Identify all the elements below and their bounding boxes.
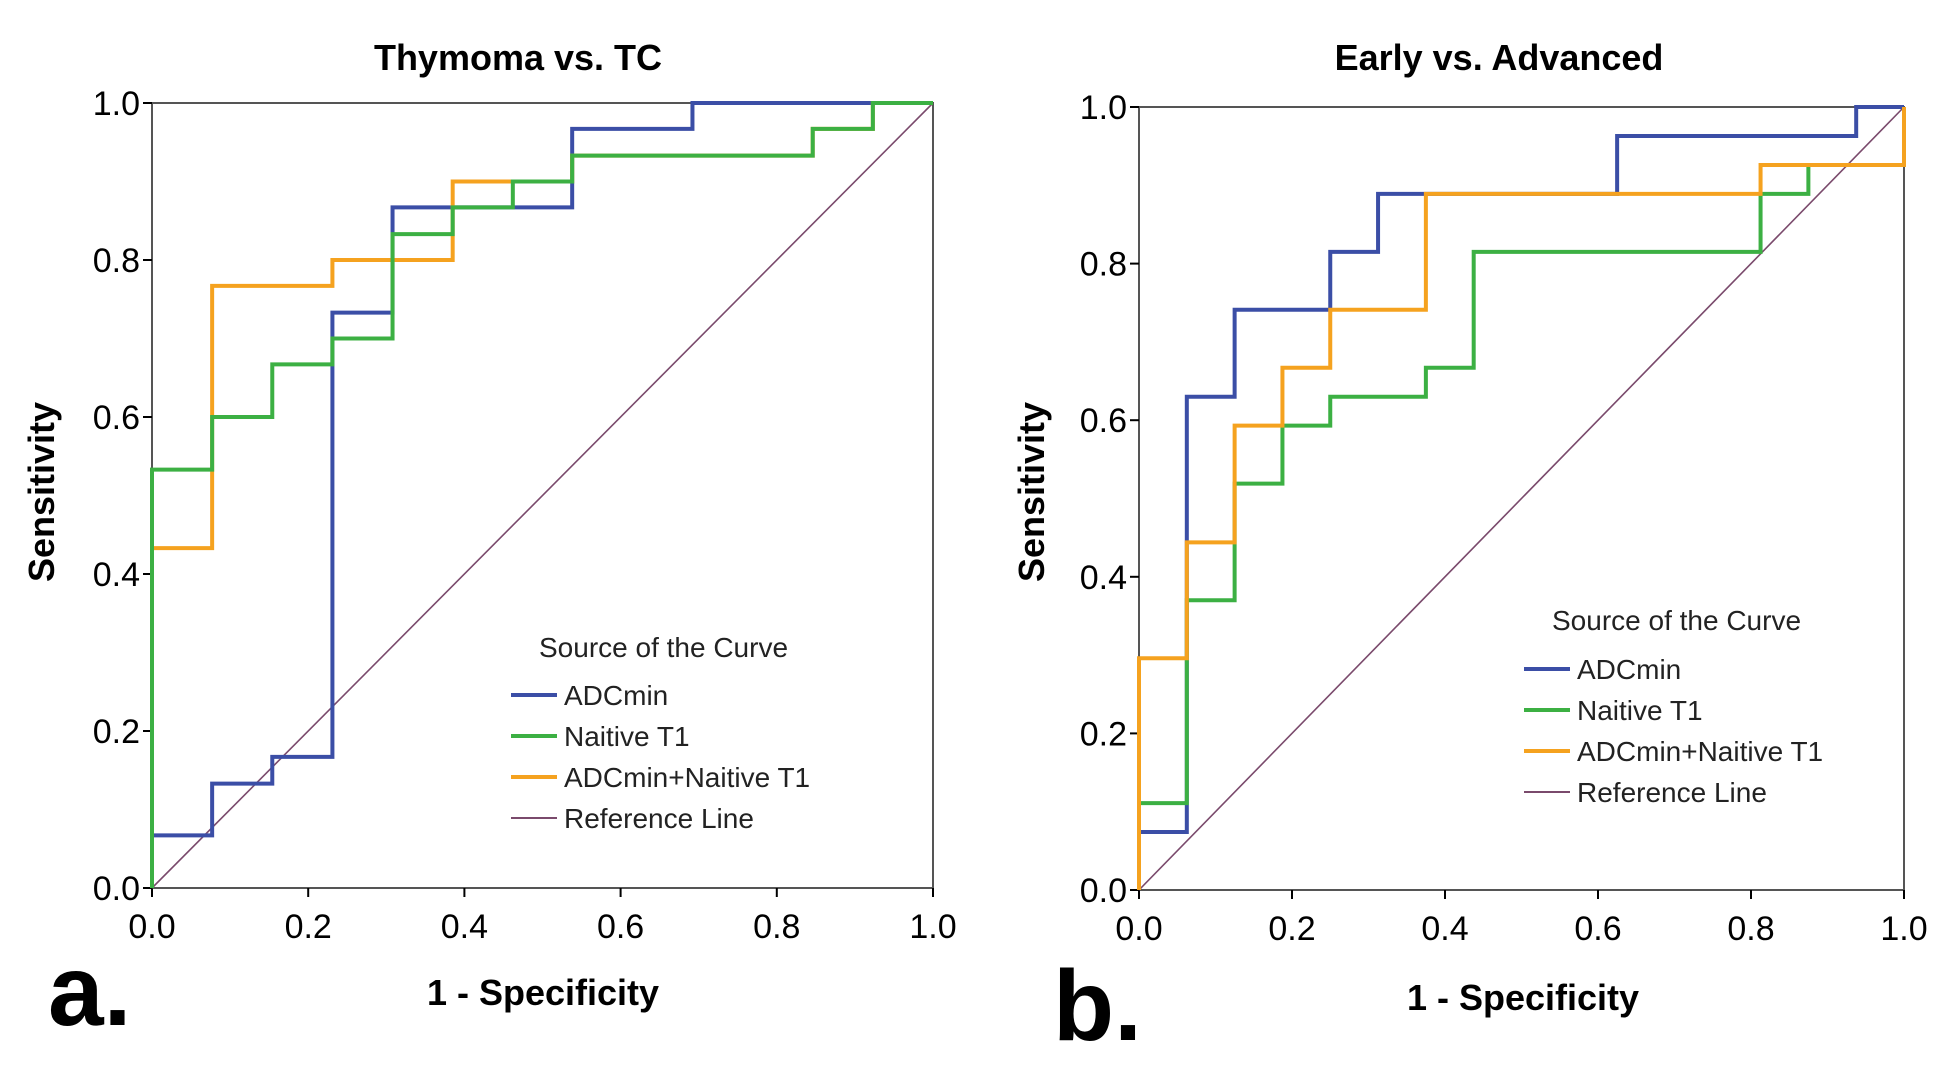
y-tick-label: 0.6 <box>93 399 140 437</box>
legend-item-label: Reference Line <box>564 803 754 834</box>
x-tick-label: 0.0 <box>128 908 175 946</box>
y-tick-label: 0.0 <box>1080 872 1127 910</box>
y-tick-label: 0.8 <box>93 242 140 280</box>
legend-item-label: Naitive T1 <box>1577 695 1703 726</box>
plot-frame <box>1138 106 1905 891</box>
legend-item-label: Reference Line <box>1577 777 1767 808</box>
legend-title: Source of the Curve <box>1552 605 1801 636</box>
y-axis-label: Sensitivity <box>1011 402 1052 582</box>
x-tick-label: 1.0 <box>1880 910 1927 948</box>
y-tick-label: 1.0 <box>93 85 140 123</box>
chart-title: Early vs. Advanced <box>1335 37 1664 78</box>
x-axis-label: 1 - Specificity <box>1407 977 1639 1018</box>
x-tick-label: 1.0 <box>909 908 956 946</box>
legend: Source of the Curve ADCmin Naitive T1 ADCmi… <box>1524 605 1823 808</box>
y-tick-label: 0.6 <box>1080 402 1127 440</box>
series-line-reference-line <box>1138 106 1905 891</box>
y-axis-label: Sensitivity <box>21 402 62 582</box>
y-tick-label: 0.2 <box>1080 715 1127 753</box>
x-tick-label: 0.4 <box>1421 910 1468 948</box>
series-line-adcmin-naitive-t1 <box>1137 107 1906 890</box>
series-line-reference-line <box>151 102 934 889</box>
series-line-adcmin <box>150 101 933 888</box>
y-tick-label: 0.2 <box>93 713 140 751</box>
legend-item-label: ADCmin+Naitive T1 <box>564 762 810 793</box>
y-tick-label: 1.0 <box>1080 89 1127 127</box>
y-tick-label: 0.4 <box>93 556 140 594</box>
y-tick-label: 0.0 <box>93 870 140 908</box>
legend-item-label: ADCmin <box>1577 654 1681 685</box>
chart-panel-a: Thymoma vs. TC 0.0 0.2 0.4 0.6 0.8 1.0 0.0 0.2 0.… <box>21 37 957 1047</box>
legend: Source of the Curve ADCmin Naitive T1 ADCmi… <box>511 632 810 834</box>
y-tick-label: 0.8 <box>1080 246 1127 284</box>
x-tick-label: 0.0 <box>1115 910 1162 948</box>
x-axis-label: 1 - Specificity <box>427 972 659 1013</box>
x-tick-label: 0.8 <box>753 908 800 946</box>
legend-title: Source of the Curve <box>539 632 788 663</box>
x-tick-label: 0.6 <box>1574 910 1621 948</box>
y-tick-label: 0.4 <box>1080 559 1127 597</box>
x-tick-label: 0.2 <box>285 908 332 946</box>
x-tick-label: 0.6 <box>597 908 644 946</box>
series-line-naitive-t1 <box>1137 107 1906 890</box>
chart-panel-b: Early vs. Advanced 0.0 0.2 0.4 0.6 0.8 1.0 0.0 0… <box>1011 37 1928 1062</box>
x-tick-label: 0.2 <box>1268 910 1315 948</box>
x-tick-label: 0.4 <box>441 908 488 946</box>
panel-label: b. <box>1053 950 1142 1062</box>
chart-title: Thymoma vs. TC <box>374 37 662 78</box>
series-line-naitive-t1 <box>150 101 933 888</box>
legend-item-label: ADCmin+Naitive T1 <box>1577 736 1823 767</box>
legend-item-label: Naitive T1 <box>564 721 690 752</box>
panel-label: a. <box>48 935 131 1047</box>
x-tick-label: 0.8 <box>1727 910 1774 948</box>
legend-item-label: ADCmin <box>564 680 668 711</box>
